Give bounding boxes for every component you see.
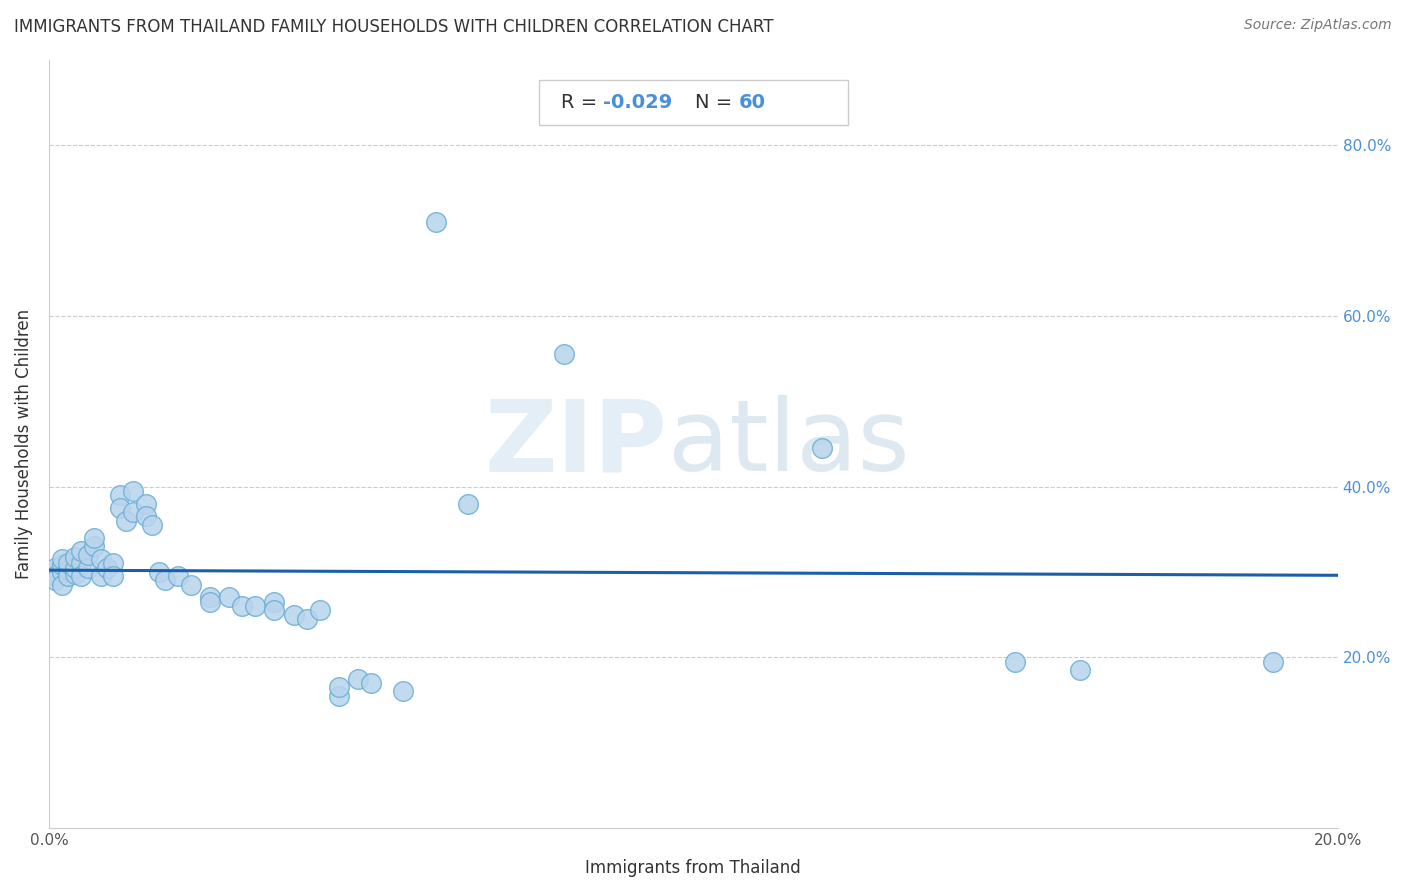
Point [263, 603, 285, 617]
Point [231, 599, 253, 613]
Point [135, 509, 157, 524]
Point [425, 215, 447, 229]
Point [51, 558, 73, 572]
Text: atlas: atlas [668, 395, 910, 492]
Point [1069, 663, 1091, 677]
Point [198, 595, 221, 609]
Point [44, 574, 66, 588]
Point [96, 560, 118, 574]
Point [1004, 655, 1026, 669]
Point [360, 676, 382, 690]
Point [76, 548, 98, 562]
Point [553, 347, 575, 361]
Point [70, 569, 93, 583]
Point [58, 557, 80, 571]
Text: N =: N = [695, 93, 738, 112]
Point [198, 591, 221, 605]
Point [58, 563, 80, 577]
Text: Source: ZipAtlas.com: Source: ZipAtlas.com [1244, 18, 1392, 32]
Point [243, 599, 266, 613]
Point [283, 607, 305, 622]
Point [51, 565, 73, 579]
Text: 60: 60 [738, 93, 765, 112]
Point [121, 505, 143, 519]
Point [58, 569, 80, 583]
Point [135, 497, 157, 511]
Point [153, 574, 176, 588]
Point [263, 595, 285, 609]
Point [103, 557, 125, 571]
Point [108, 500, 131, 515]
Point [89, 569, 111, 583]
Point [108, 488, 131, 502]
Point [76, 560, 98, 574]
Text: R =: R = [561, 93, 603, 112]
Point [115, 514, 138, 528]
Point [328, 680, 350, 694]
Point [218, 591, 240, 605]
Point [295, 612, 318, 626]
Text: -0.029: -0.029 [603, 93, 672, 112]
Point [44, 565, 66, 579]
Point [180, 577, 202, 591]
Point [1263, 655, 1285, 669]
Point [89, 552, 111, 566]
Point [51, 577, 73, 591]
Point [51, 552, 73, 566]
Point [44, 569, 66, 583]
Point [121, 483, 143, 498]
Point [328, 689, 350, 703]
Point [63, 560, 86, 574]
Point [457, 497, 479, 511]
Point [811, 441, 834, 455]
Point [63, 566, 86, 581]
Point [308, 603, 330, 617]
FancyBboxPatch shape [538, 80, 848, 125]
X-axis label: Immigrants from Thailand: Immigrants from Thailand [585, 859, 801, 877]
Point [141, 517, 163, 532]
Point [44, 560, 66, 574]
Point [148, 565, 170, 579]
Point [70, 557, 93, 571]
Point [63, 549, 86, 564]
Point [347, 672, 370, 686]
Text: ZIP: ZIP [485, 395, 668, 492]
Point [83, 539, 105, 553]
Point [166, 569, 188, 583]
Point [392, 684, 415, 698]
Point [70, 543, 93, 558]
Point [83, 531, 105, 545]
Y-axis label: Family Households with Children: Family Households with Children [15, 309, 32, 579]
Text: IMMIGRANTS FROM THAILAND FAMILY HOUSEHOLDS WITH CHILDREN CORRELATION CHART: IMMIGRANTS FROM THAILAND FAMILY HOUSEHOL… [14, 18, 773, 36]
Point [103, 569, 125, 583]
